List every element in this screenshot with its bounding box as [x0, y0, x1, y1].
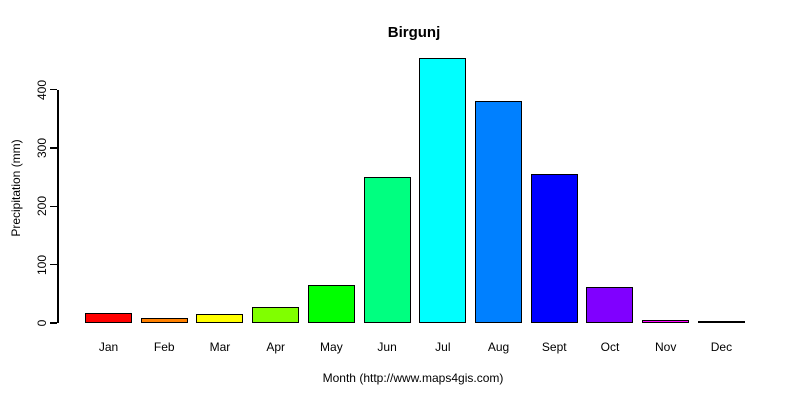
bar-mar: [196, 313, 244, 323]
x-tick-label-jul: Jul: [435, 340, 451, 354]
x-tick-label-sept: Sept: [541, 340, 567, 354]
y-axis-tick-label: 100: [35, 254, 49, 275]
x-tick-label-nov: Nov: [655, 340, 677, 354]
y-axis-tick-label: 400: [35, 79, 49, 100]
y-axis-title: Precipitation (mm): [9, 139, 23, 237]
bar-feb: [140, 317, 188, 323]
bar-oct: [586, 286, 634, 323]
x-tick-label-mar: Mar: [209, 340, 231, 354]
x-tick-label-jun: Jun: [377, 340, 397, 354]
y-axis-tick: [50, 263, 57, 266]
x-tick-label-oct: Oct: [600, 340, 620, 354]
chart-title: Birgunj: [387, 24, 441, 41]
y-axis-tick: [50, 205, 57, 208]
y-axis-tick-label: 0: [35, 319, 49, 327]
bar-apr: [252, 306, 300, 323]
bar-nov: [642, 319, 690, 323]
bar-may: [307, 284, 355, 323]
x-axis-title: Month (http://www.maps4gis.com): [322, 371, 504, 385]
bar-sept: [530, 174, 578, 323]
x-tick-label-jan: Jan: [98, 340, 119, 354]
y-axis-tick-label: 300: [35, 137, 49, 159]
x-tick-label-may: May: [320, 340, 343, 354]
y-axis-line: [57, 89, 59, 323]
bar-jan: [85, 312, 132, 323]
bar-dec: [697, 321, 745, 324]
x-tick-label-feb: Feb: [153, 340, 175, 354]
x-tick-label-apr: Apr: [266, 340, 285, 354]
bar-jul: [419, 57, 467, 323]
y-axis-tick: [50, 88, 57, 91]
y-axis-tick-label: 200: [35, 196, 49, 217]
y-axis-tick: [50, 322, 57, 324]
y-axis-tick: [50, 147, 57, 149]
x-tick-label-aug: Aug: [487, 340, 510, 354]
x-tick-label-dec: Dec: [710, 340, 733, 354]
bar-aug: [475, 100, 523, 323]
bar-jun: [363, 177, 411, 323]
